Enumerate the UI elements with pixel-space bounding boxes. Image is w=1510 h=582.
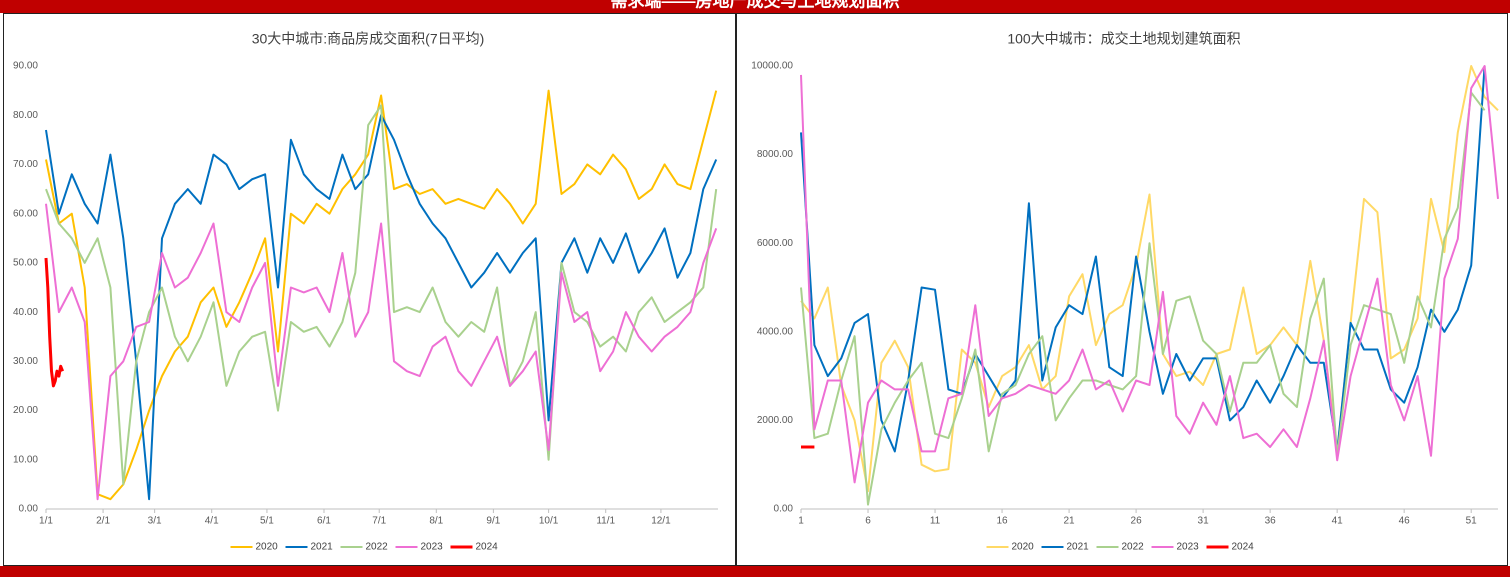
y-tick-label: 2000.00 <box>757 415 794 426</box>
series-line <box>45 89 718 501</box>
x-tick-label: 12/1 <box>651 516 671 527</box>
series-line <box>45 203 718 501</box>
x-tick-label: 11 <box>930 516 941 527</box>
y-tick-label: 0.00 <box>774 504 794 515</box>
legend-label: 2024 <box>1232 542 1255 553</box>
x-tick-label: 16 <box>996 516 1008 527</box>
x-tick-label: 2/1 <box>96 516 110 527</box>
x-tick-label: 41 <box>1332 516 1344 527</box>
x-tick-label: 7/1 <box>372 516 386 527</box>
y-tick-label: 0.00 <box>19 504 39 515</box>
series-line <box>45 114 718 501</box>
x-tick-label: 26 <box>1131 516 1143 527</box>
legend-label: 2022 <box>366 542 389 553</box>
y-tick-label: 60.00 <box>13 208 38 219</box>
x-tick-label: 11/1 <box>596 516 615 527</box>
panel <box>736 13 1508 566</box>
series-line <box>800 91 1486 506</box>
x-tick-label: 51 <box>1466 516 1478 527</box>
series-line <box>45 104 718 486</box>
series-line <box>44 257 64 388</box>
y-tick-label: 10000.00 <box>751 61 793 72</box>
x-tick-label: 4/1 <box>205 516 219 527</box>
legend-label: 2023 <box>1177 542 1200 553</box>
footer-bar <box>0 566 1510 577</box>
x-tick-label: 31 <box>1198 516 1210 527</box>
x-tick-label: 1/1 <box>39 516 53 527</box>
x-tick-label: 3/1 <box>148 516 162 527</box>
legend-label: 2022 <box>1122 542 1145 553</box>
series-line <box>800 65 1486 453</box>
header-title: 需求端——房地产成交与土地规划面积 <box>611 0 900 10</box>
chart-title: 100大中城市：成交土地规划建筑面积 <box>1007 31 1240 47</box>
x-tick-label: 10/1 <box>539 516 559 527</box>
y-tick-label: 40.00 <box>13 307 38 318</box>
y-tick-label: 70.00 <box>13 159 38 170</box>
series-line <box>800 65 1499 484</box>
x-tick-label: 46 <box>1399 516 1411 527</box>
legend-label: 2024 <box>476 542 499 553</box>
legend-label: 2020 <box>256 542 279 553</box>
y-tick-label: 10.00 <box>13 454 38 465</box>
y-tick-label: 8000.00 <box>757 149 794 160</box>
y-tick-label: 4000.00 <box>757 326 794 337</box>
x-tick-label: 21 <box>1064 516 1076 527</box>
header-bar <box>0 0 1510 13</box>
series-line <box>800 65 1499 493</box>
x-tick-label: 8/1 <box>429 516 443 527</box>
x-tick-label: 6 <box>865 516 871 527</box>
x-tick-label: 5/1 <box>260 516 274 527</box>
x-tick-label: 1 <box>798 516 804 527</box>
y-tick-label: 80.00 <box>13 110 38 121</box>
y-tick-label: 90.00 <box>13 61 38 72</box>
legend-label: 2020 <box>1012 542 1035 553</box>
panel <box>3 13 736 566</box>
y-tick-label: 20.00 <box>13 405 38 416</box>
y-tick-label: 50.00 <box>13 258 38 269</box>
x-tick-label: 9/1 <box>486 516 500 527</box>
x-tick-label: 36 <box>1265 516 1277 527</box>
legend-label: 2021 <box>1067 542 1090 553</box>
legend-label: 2021 <box>311 542 334 553</box>
chart-title: 30大中城市:商品房成交面积(7日平均) <box>252 31 485 47</box>
y-tick-label: 30.00 <box>13 356 38 367</box>
legend-label: 2023 <box>421 542 444 553</box>
x-tick-label: 6/1 <box>317 516 331 527</box>
y-tick-label: 6000.00 <box>757 238 794 249</box>
